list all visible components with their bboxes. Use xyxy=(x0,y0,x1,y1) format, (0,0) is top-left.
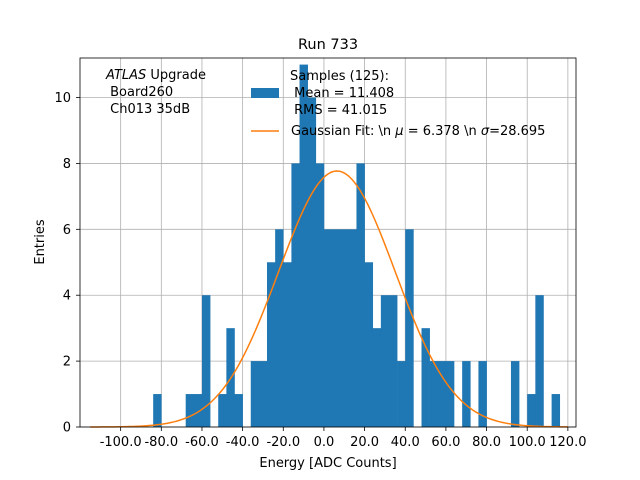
histogram-bar xyxy=(275,229,284,427)
y-axis-ticks: 0 2 4 6 8 10 xyxy=(54,91,80,436)
histogram-bar xyxy=(291,163,300,427)
legend-fit-sigma-value: =28.695 xyxy=(489,124,545,139)
annotation-experiment-suffix: Upgrade xyxy=(146,68,206,83)
y-tick-label: 6 xyxy=(63,223,71,238)
x-tick-label: 120.0 xyxy=(549,435,586,450)
histogram-bar xyxy=(340,229,349,427)
chart-title: Run 733 xyxy=(298,37,358,53)
legend-fit-mu-value: = 6.378 \n xyxy=(404,124,481,139)
x-tick-label: 80.0 xyxy=(472,435,501,450)
legend-histogram-label-line2: Mean = 11.408 xyxy=(290,86,394,101)
x-tick-label: -80.0 xyxy=(144,435,178,450)
histogram-bar xyxy=(535,295,544,427)
legend-fit-sigma-symbol: σ xyxy=(481,124,490,139)
histogram-bar xyxy=(201,295,211,427)
histogram-bar xyxy=(397,361,406,427)
histogram-bar xyxy=(193,394,203,427)
histogram-bar xyxy=(348,229,357,427)
histogram-bar xyxy=(405,229,414,427)
x-tick-label: -40.0 xyxy=(226,435,260,450)
y-tick-label: 2 xyxy=(63,355,71,370)
legend-histogram-swatch xyxy=(251,88,279,98)
y-tick-label: 8 xyxy=(63,157,71,172)
histogram-bar xyxy=(445,361,455,427)
histogram-bar xyxy=(380,295,390,427)
annotation-experiment: ATLAS xyxy=(105,68,146,83)
histogram-bar xyxy=(299,64,308,427)
histogram-bar xyxy=(421,328,430,427)
histogram-bar xyxy=(510,361,520,427)
histogram-bar xyxy=(478,361,487,427)
y-tick-label: 0 xyxy=(63,421,71,436)
plot-frame xyxy=(79,57,577,428)
x-tick-label: 60.0 xyxy=(431,435,460,450)
histogram-bar xyxy=(462,361,471,427)
annotation-experiment-line: ATLAS Upgrade xyxy=(105,68,206,83)
annotation-channel: Ch013 35dB xyxy=(106,102,190,117)
x-tick-label: 100.0 xyxy=(509,435,546,450)
histogram-bar xyxy=(356,163,365,427)
y-tick-label: 10 xyxy=(54,91,71,106)
y-tick-label: 4 xyxy=(63,289,71,304)
histogram-bar xyxy=(185,394,195,427)
histogram-bar xyxy=(388,295,398,427)
x-axis-label: Energy [ADC Counts] xyxy=(259,456,396,471)
histogram-bar xyxy=(315,163,325,427)
legend: Samples (125): Mean = 11.408 RMS = 41.01… xyxy=(251,69,545,139)
histogram-bar xyxy=(429,361,439,427)
atlas-annotation: ATLAS Upgrade Board260 Ch013 35dB xyxy=(105,68,206,117)
gaussian-fit-curve xyxy=(90,170,568,428)
legend-fit-prefix: Gaussian Fit: \n xyxy=(291,124,395,139)
histogram-bar xyxy=(307,97,317,428)
x-tick-label: 20.0 xyxy=(350,435,379,450)
histogram-bar xyxy=(437,361,447,427)
histogram-bar xyxy=(551,394,561,427)
histogram-bar xyxy=(323,229,333,427)
legend-fit-label: Gaussian Fit: \n μ = 6.378 \n σ=28.695 xyxy=(291,124,545,139)
y-axis-label: Entries xyxy=(33,219,48,265)
histogram-bar xyxy=(258,361,268,427)
histogram-bar xyxy=(332,229,341,427)
x-tick-label: 0.0 xyxy=(314,435,335,450)
legend-histogram-label-line1: Samples (125): xyxy=(290,69,389,84)
legend-histogram-label-line3: RMS = 41.015 xyxy=(290,103,387,118)
x-tick-label: -20.0 xyxy=(266,435,300,450)
histogram-bar xyxy=(283,262,292,427)
histogram-bar xyxy=(527,394,536,427)
x-tick-label: 40.0 xyxy=(391,435,420,450)
histogram-bar xyxy=(364,262,374,427)
histogram-bar xyxy=(250,361,260,427)
annotation-board: Board260 xyxy=(106,85,173,100)
x-tick-label: -100.0 xyxy=(100,435,142,450)
histogram-bar xyxy=(234,394,243,427)
histogram-bar xyxy=(218,394,227,427)
x-tick-label: -60.0 xyxy=(185,435,219,450)
histogram-bar xyxy=(267,262,276,427)
legend-fit-mu-symbol: μ xyxy=(394,124,403,139)
histogram-bar xyxy=(153,394,162,427)
histogram-bar xyxy=(372,328,382,427)
x-axis-ticks: -100.0 -80.0 -60.0 -40.0 -20.0 0.0 20.0 40.0 60.… xyxy=(100,427,586,450)
